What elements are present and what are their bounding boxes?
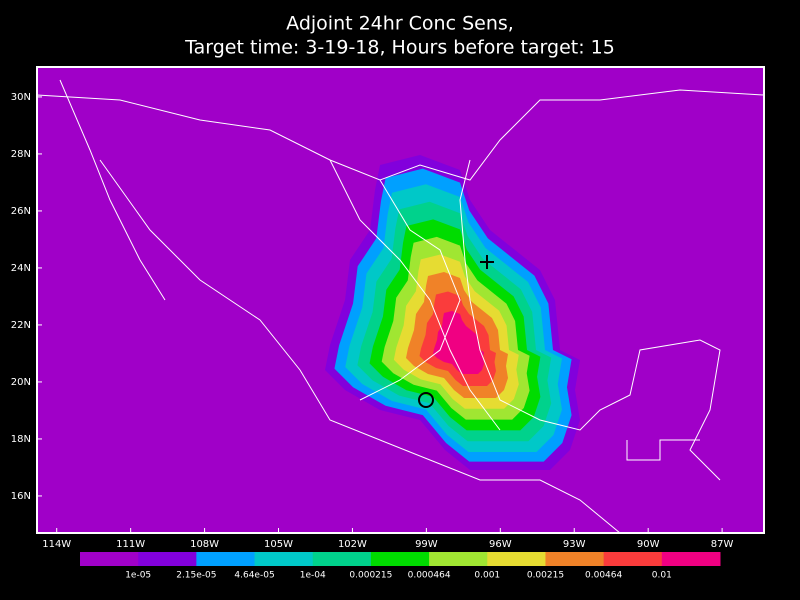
- lat-label: 18N: [11, 434, 31, 445]
- marker-circle: [418, 392, 434, 408]
- marker-plus: [480, 255, 494, 269]
- state-border: [359, 179, 461, 401]
- lon-label: 111W: [116, 539, 145, 550]
- state-border: [626, 439, 700, 461]
- lon-label: 87W: [711, 539, 734, 550]
- state-border: [329, 159, 501, 431]
- colorbar-box: [196, 552, 256, 566]
- colorbar-box: [603, 552, 663, 566]
- map-frame: [36, 66, 765, 534]
- colorbar-label: 0.000464: [408, 571, 451, 581]
- colorbar-box: [138, 552, 197, 566]
- lon-label: 108W: [190, 539, 219, 550]
- colorbar-label: 0.001: [474, 571, 500, 581]
- colorbar-box: [370, 552, 430, 566]
- coastline: [36, 89, 765, 181]
- colorbar-label: 0.000215: [349, 571, 392, 581]
- lat-label: 30N: [11, 92, 31, 103]
- colorbar-label: 0.01: [652, 571, 672, 581]
- lon-label: 96W: [489, 539, 512, 550]
- colorbar-box: [80, 552, 139, 566]
- lat-label: 20N: [11, 377, 31, 388]
- colorbar-box: [545, 552, 605, 566]
- lat-label: 26N: [11, 206, 31, 217]
- colorbar-label: 0.00215: [527, 571, 564, 581]
- colorbar-label: 2.15e-05: [176, 571, 216, 581]
- lat-label: 22N: [11, 320, 31, 331]
- sensitivity-field: [325, 155, 580, 470]
- coastline: [99, 159, 621, 534]
- field-layer: [433, 311, 484, 374]
- lon-label: 114W: [42, 539, 71, 550]
- lat-label: 28N: [11, 149, 31, 160]
- lon-label: 93W: [563, 539, 586, 550]
- subtitle: Target time: 3-19-18, Hours before targe…: [184, 37, 615, 59]
- lon-label: 90W: [637, 539, 660, 550]
- lon-label: 99W: [415, 539, 438, 550]
- lat-label: 24N: [11, 263, 31, 274]
- colorbar-box: [254, 552, 314, 566]
- colorbar-label: 4.64e-05: [234, 571, 274, 581]
- colorbar-label: 1e-04: [300, 571, 326, 581]
- colorbar-box: [429, 552, 488, 566]
- title: Adjoint 24hr Conc Sens,: [286, 13, 514, 35]
- lat-label: 16N: [11, 491, 31, 502]
- lon-label: 105W: [264, 539, 293, 550]
- colorbar-box: [312, 552, 372, 566]
- colorbar-label: 0.00464: [585, 571, 622, 581]
- colorbar-label: 1e-05: [125, 571, 151, 581]
- colorbar-box: [487, 552, 546, 566]
- coastlines: [36, 79, 765, 534]
- coastline: [59, 79, 166, 301]
- coastline: [459, 159, 721, 481]
- colorbar-box: [661, 552, 721, 566]
- lon-label: 102W: [338, 539, 367, 550]
